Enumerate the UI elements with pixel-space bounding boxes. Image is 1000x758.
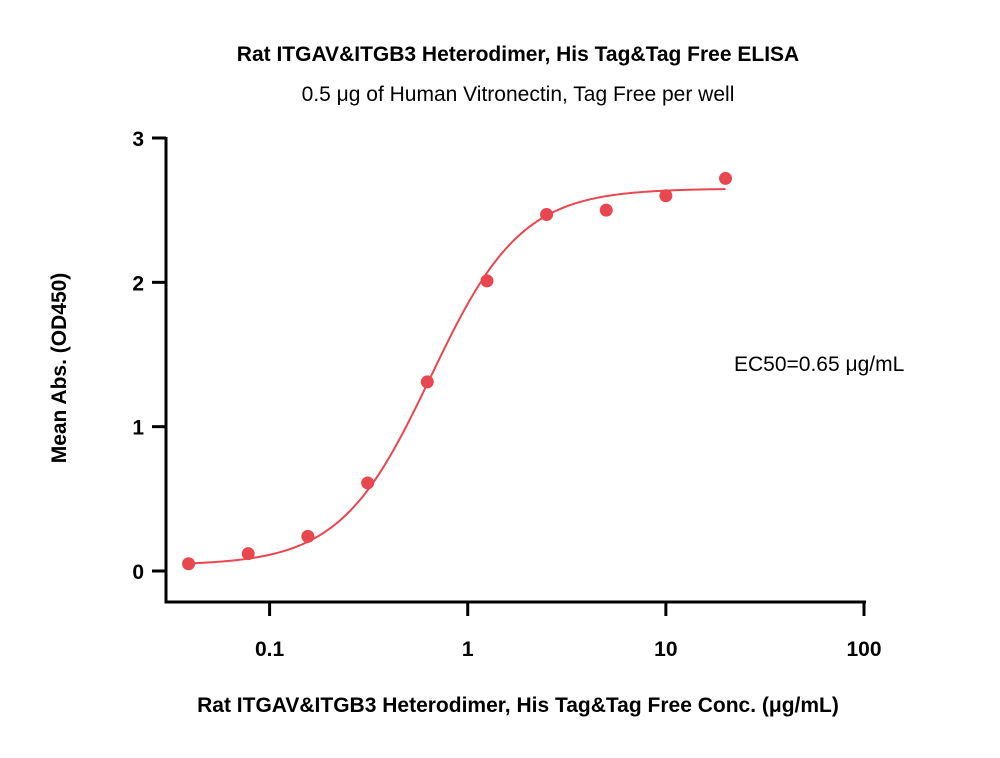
y-tick-label: 1 <box>132 417 144 440</box>
data-points <box>182 171 733 571</box>
data-point <box>241 547 255 561</box>
data-point <box>182 557 196 571</box>
y-tick-label: 0 <box>132 561 144 584</box>
data-point <box>540 207 554 221</box>
x-axis-label: Rat ITGAV&ITGB3 Heterodimer, His Tag&Tag… <box>197 694 839 717</box>
data-point <box>420 375 434 389</box>
x-ticks: 0.1 1 10 100 <box>255 602 882 661</box>
x-tick-label: 1 <box>462 638 474 661</box>
data-point <box>659 189 673 203</box>
chart-subtitle: 0.5 μg of Human Vitronectin, Tag Free pe… <box>302 83 735 106</box>
y-ticks: 0 1 2 3 <box>132 128 166 584</box>
x-tick-label: 100 <box>846 638 881 661</box>
x-tick-label: 10 <box>654 638 677 661</box>
y-axis-label: Mean Abs. (OD450) <box>48 273 71 464</box>
data-point <box>361 476 375 490</box>
x-tick-label: 0.1 <box>255 638 285 661</box>
fit-curve <box>188 188 726 565</box>
data-point <box>719 171 733 185</box>
y-tick-label: 3 <box>132 128 144 151</box>
data-point <box>599 203 613 217</box>
data-point <box>480 274 494 288</box>
chart-title: Rat ITGAV&ITGB3 Heterodimer, His Tag&Tag… <box>237 43 799 66</box>
ec50-annotation: EC50=0.65 μg/mL <box>734 353 904 376</box>
data-point <box>301 529 315 543</box>
y-tick-label: 2 <box>132 272 144 295</box>
